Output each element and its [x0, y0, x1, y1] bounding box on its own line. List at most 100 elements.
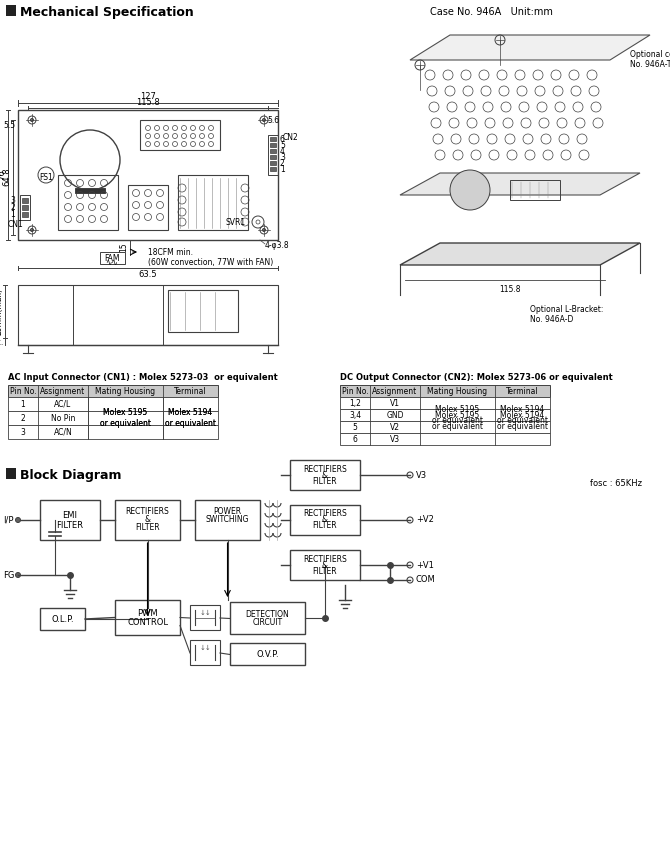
Text: CONTROL: CONTROL: [127, 618, 168, 627]
Text: Molex 5194
or equivalent: Molex 5194 or equivalent: [165, 409, 216, 428]
Text: RECTIFIERS: RECTIFIERS: [303, 510, 347, 518]
Text: 3 max.: 3 max.: [0, 338, 3, 346]
Text: RECTIFIERS: RECTIFIERS: [303, 464, 347, 474]
Text: 1,2: 1,2: [349, 398, 361, 408]
Bar: [340, 421, 550, 433]
Text: FAM: FAM: [105, 253, 120, 262]
Bar: [340, 409, 550, 421]
Circle shape: [407, 472, 413, 478]
Bar: [195, 500, 260, 540]
Bar: [270, 149, 276, 153]
Polygon shape: [400, 173, 640, 195]
Text: Molex 5195
or equivalent: Molex 5195 or equivalent: [100, 409, 151, 428]
Polygon shape: [410, 35, 650, 60]
Text: 3: 3: [21, 428, 25, 437]
Text: O.V.P.: O.V.P.: [256, 650, 279, 659]
Text: O.L.P.: O.L.P.: [51, 615, 74, 623]
Text: 5: 5: [280, 140, 285, 150]
Text: 5.6: 5.6: [267, 116, 279, 125]
Circle shape: [407, 517, 413, 523]
Bar: [140, 120, 220, 150]
Bar: [8, 411, 218, 425]
Text: 76: 76: [0, 169, 6, 180]
Circle shape: [450, 170, 490, 210]
Text: V1: V1: [390, 398, 400, 408]
Text: ∿∿: ∿∿: [106, 258, 119, 268]
Bar: [6, 468, 16, 479]
Text: ↓↓: ↓↓: [199, 610, 211, 616]
Bar: [22, 212, 28, 217]
Text: Mating Housing: Mating Housing: [95, 386, 155, 396]
Text: 15: 15: [119, 242, 128, 252]
Text: &: &: [322, 561, 328, 569]
Text: 4: 4: [280, 146, 285, 156]
Text: 5: 5: [352, 422, 357, 432]
Text: Pin No.: Pin No.: [342, 386, 368, 396]
Text: 5.5: 5.5: [3, 121, 15, 129]
Text: COM: COM: [416, 575, 436, 585]
Text: 63.5: 63.5: [139, 270, 157, 279]
Text: 2: 2: [280, 158, 285, 168]
Text: SWITCHING: SWITCHING: [206, 516, 249, 524]
Circle shape: [31, 119, 34, 121]
Circle shape: [407, 562, 413, 568]
Bar: [290, 460, 360, 490]
Bar: [270, 167, 276, 171]
Bar: [8, 425, 218, 439]
Text: 1: 1: [280, 164, 285, 174]
Polygon shape: [400, 243, 640, 265]
Text: Terminal: Terminal: [174, 386, 207, 396]
Text: 6: 6: [280, 134, 285, 144]
Circle shape: [407, 577, 413, 583]
Text: Molex 5194
or equivalent: Molex 5194 or equivalent: [497, 405, 548, 425]
Text: CN1: CN1: [8, 220, 24, 229]
Text: V2: V2: [390, 422, 400, 432]
Bar: [40, 500, 100, 540]
Text: Assignment: Assignment: [40, 386, 86, 396]
Bar: [22, 205, 28, 210]
Circle shape: [263, 228, 265, 232]
Bar: [290, 505, 360, 535]
Text: 1: 1: [21, 399, 25, 409]
Text: Assignment: Assignment: [373, 386, 417, 396]
Text: 6: 6: [352, 434, 357, 444]
Text: Terminal: Terminal: [507, 386, 539, 396]
Text: SVR1: SVR1: [226, 217, 246, 227]
Text: GND: GND: [386, 410, 404, 420]
Bar: [115, 600, 180, 635]
Bar: [290, 550, 360, 580]
Text: FILTER: FILTER: [313, 567, 337, 575]
Text: 115.8: 115.8: [499, 285, 521, 294]
Text: AC/N: AC/N: [54, 428, 72, 437]
Circle shape: [15, 517, 21, 522]
Text: Molex 5194
or equivalent: Molex 5194 or equivalent: [165, 409, 216, 428]
Text: FS1: FS1: [39, 173, 53, 181]
Bar: [115, 500, 180, 540]
Text: RECTIFIERS: RECTIFIERS: [126, 508, 170, 516]
Text: EMI: EMI: [62, 511, 78, 521]
Text: 127: 127: [140, 92, 156, 101]
Text: FG: FG: [3, 570, 14, 580]
Text: PWM: PWM: [137, 609, 158, 618]
Text: 3: 3: [280, 152, 285, 162]
Bar: [230, 644, 305, 665]
Bar: [6, 5, 16, 16]
Text: AC Input Connector (CN1) : Molex 5273-03  or equivalent: AC Input Connector (CN1) : Molex 5273-03…: [8, 373, 278, 382]
Text: CIRCUIT: CIRCUIT: [253, 618, 283, 627]
Bar: [178, 175, 248, 230]
Text: CN2: CN2: [283, 133, 299, 142]
Text: Pin No.: Pin No.: [9, 386, 36, 396]
Text: 2: 2: [21, 414, 25, 422]
Bar: [22, 198, 28, 203]
Text: V3: V3: [416, 470, 427, 480]
Bar: [168, 290, 238, 332]
Bar: [270, 143, 276, 147]
Text: Optional L-Bracket:
No. 946A-D: Optional L-Bracket: No. 946A-D: [530, 305, 604, 324]
Text: RECTIFIERS: RECTIFIERS: [303, 555, 347, 563]
Text: 3: 3: [10, 196, 15, 204]
Bar: [270, 155, 276, 159]
Bar: [100, 252, 125, 264]
Text: Block Diagram: Block Diagram: [20, 469, 121, 481]
Text: Mating Housing: Mating Housing: [427, 386, 488, 396]
Bar: [18, 285, 278, 345]
